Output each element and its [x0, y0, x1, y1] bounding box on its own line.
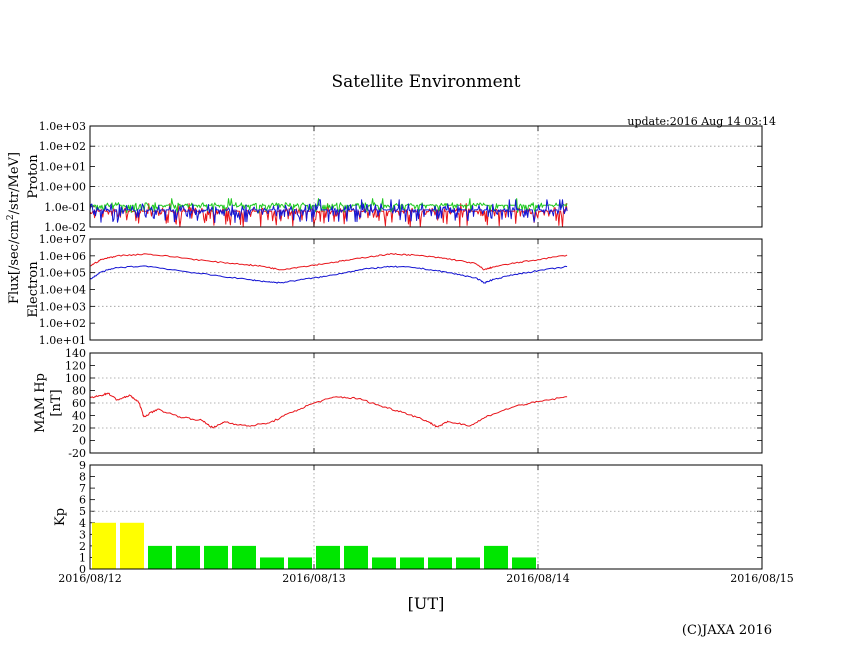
shared-flux-ylabel: Flux[/sec/cm2/str/MeV] — [6, 152, 22, 304]
x-axis-label: [UT] — [408, 594, 445, 613]
kp-ytick-label: 0 — [79, 563, 86, 576]
electron-ylabel: Electron — [26, 261, 41, 318]
kp-ytick-label: 4 — [79, 517, 86, 530]
proton-ylabel: Proton — [26, 154, 41, 199]
kp-bar — [92, 522, 116, 569]
proton-ytick-label: 1.0e+03 — [39, 120, 86, 133]
kp-ytick-label: 1 — [79, 551, 86, 564]
panels: 1.0e-021.0e-011.0e+001.0e+011.0e+021.0e+… — [26, 120, 794, 585]
electron-panel: 1.0e+01 1.0e+02 1.0e+03 1.0e+04 1.0e+05 1.0e+… — [26, 233, 763, 347]
mam-hp-ytick-label: 60 — [72, 397, 86, 410]
proton-series-proton-ch3 — [89, 199, 568, 223]
kp-bar — [148, 545, 172, 569]
electron-series-electron-low — [89, 265, 568, 284]
kp-ytick-label: 6 — [79, 494, 86, 507]
electron-ytick-label: 1.0e+02 — [39, 317, 86, 330]
electron-ytick-label: 1.0e+07 — [39, 233, 86, 246]
mam-hp-ytick-label: 140 — [65, 347, 86, 360]
figure-title: Satellite Environment — [332, 72, 521, 92]
mam-hp-frame — [89, 352, 763, 454]
electron-ytick-label: 1.0e+04 — [39, 284, 86, 297]
mam-hp-ytick-label: 0 — [79, 435, 86, 448]
x-tick-label: 2016/08/13 — [282, 572, 345, 585]
mam-hp-ylabel-unit: [nT] — [49, 389, 64, 416]
kp-ytick-label: 9 — [79, 459, 86, 472]
svg-text:Flux[/sec/cm2/str/MeV]: Flux[/sec/cm2/str/MeV] — [6, 152, 22, 304]
proton-ytick-label: 1.0e+00 — [39, 181, 86, 194]
kp-bar — [288, 557, 312, 569]
update-timestamp: update:2016 Aug 14 03:14 — [627, 115, 776, 128]
mam-hp-ytick-label: -20 — [68, 447, 86, 460]
kp-bar — [316, 545, 340, 569]
proton-ytick-label: 1.0e-01 — [44, 201, 86, 214]
kp-bar — [400, 557, 424, 569]
electron-ytick-label: 1.0e+01 — [39, 334, 86, 347]
mam-hp-series-hp — [89, 392, 568, 429]
mam-hp-ytick-label: 80 — [72, 385, 86, 398]
kp-bar — [232, 545, 256, 569]
x-tick-label: 2016/08/12 — [58, 572, 121, 585]
kp-bar — [344, 545, 368, 569]
kp-bar — [204, 545, 228, 569]
kp-bar — [120, 522, 144, 569]
kp-bar — [456, 557, 480, 569]
electron-ytick-label: 1.0e+06 — [39, 250, 86, 263]
proton-panel: 1.0e-02 1.0e-01 1.0e+00 1.0e+01 1.0e+02 1.0e+… — [26, 120, 763, 234]
kp-bar — [176, 545, 200, 569]
x-tick-label: 2016/08/14 — [506, 572, 569, 585]
kp-bar — [260, 557, 284, 569]
kp-ytick-label: 8 — [79, 471, 86, 484]
x-tick-label: 2016/08/15 — [730, 572, 793, 585]
electron-frame — [89, 238, 763, 341]
mam-hp-ylabel: MAM Hp — [33, 373, 48, 433]
proton-frame — [89, 125, 763, 228]
kp-ytick-label: 7 — [79, 482, 86, 495]
electron-series-electron-high — [89, 253, 568, 271]
kp-frame — [89, 464, 763, 570]
kp-ylabel: Kp — [53, 508, 68, 526]
mam-hp-ytick-label: 20 — [72, 422, 86, 435]
kp-ytick-label: 5 — [79, 505, 86, 518]
kp-bar — [372, 557, 396, 569]
kp-bar — [484, 545, 508, 569]
mam-hp-ytick-label: 100 — [65, 372, 86, 385]
proton-ytick-label: 1.0e-02 — [44, 221, 86, 234]
kp-ytick-label: 3 — [79, 528, 86, 541]
mam-hp-ytick-label: 40 — [72, 410, 86, 423]
kp-bar — [512, 557, 536, 569]
mam-hp-ytick-label: 120 — [65, 360, 86, 373]
copyright-label: (C)JAXA 2016 — [682, 623, 772, 638]
electron-ytick-label: 1.0e+03 — [39, 300, 86, 313]
proton-ytick-label: 1.0e+01 — [39, 160, 86, 173]
kp-bar — [428, 557, 452, 569]
proton-ytick-label: 1.0e+02 — [39, 140, 86, 153]
electron-ytick-label: 1.0e+05 — [39, 267, 86, 280]
kp-ytick-label: 2 — [79, 540, 86, 553]
